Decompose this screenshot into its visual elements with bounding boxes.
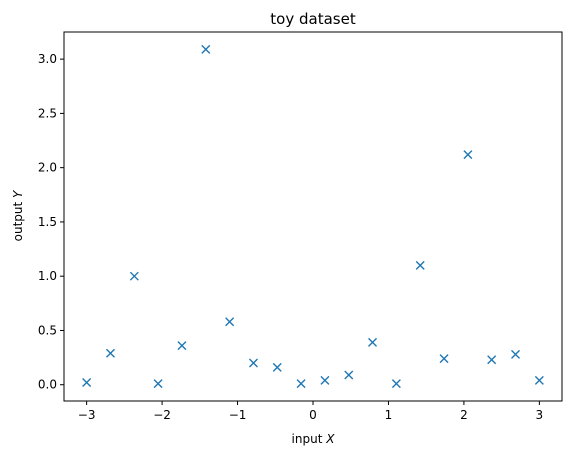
y-tick-label: 1.5 <box>38 215 57 229</box>
y-tick-label: 2.5 <box>38 106 57 120</box>
y-tick-label: 3.0 <box>38 52 57 66</box>
x-tick-label: −2 <box>153 408 171 422</box>
x-tick-label: 2 <box>460 408 468 422</box>
y-axis-label: output Y <box>11 189 25 241</box>
chart-title: toy dataset <box>270 10 356 28</box>
x-tick-label: 3 <box>536 408 544 422</box>
y-axis: 0.0 0.5 1.0 1.5 2.0 2.5 3.0 <box>38 52 64 392</box>
x-axis-label-prefix: input <box>292 432 327 446</box>
x-axis-label-variable: X <box>325 432 335 446</box>
x-tick-label: 1 <box>385 408 393 422</box>
y-axis-label-variable: Y <box>11 189 25 198</box>
y-tick-label: 0.5 <box>38 323 57 337</box>
x-tick-label: 0 <box>309 408 317 422</box>
y-tick-label: 2.0 <box>38 161 57 175</box>
y-tick-label: 0.0 <box>38 378 57 392</box>
x-axis: −3 −2 −1 0 1 2 3 <box>78 401 543 422</box>
y-tick-label: 1.0 <box>38 269 57 283</box>
y-axis-label-prefix: output <box>11 198 25 241</box>
x-tick-label: −1 <box>229 408 247 422</box>
x-axis-label: input X <box>292 432 336 446</box>
x-tick-label: −3 <box>78 408 96 422</box>
plot-area <box>64 32 562 401</box>
